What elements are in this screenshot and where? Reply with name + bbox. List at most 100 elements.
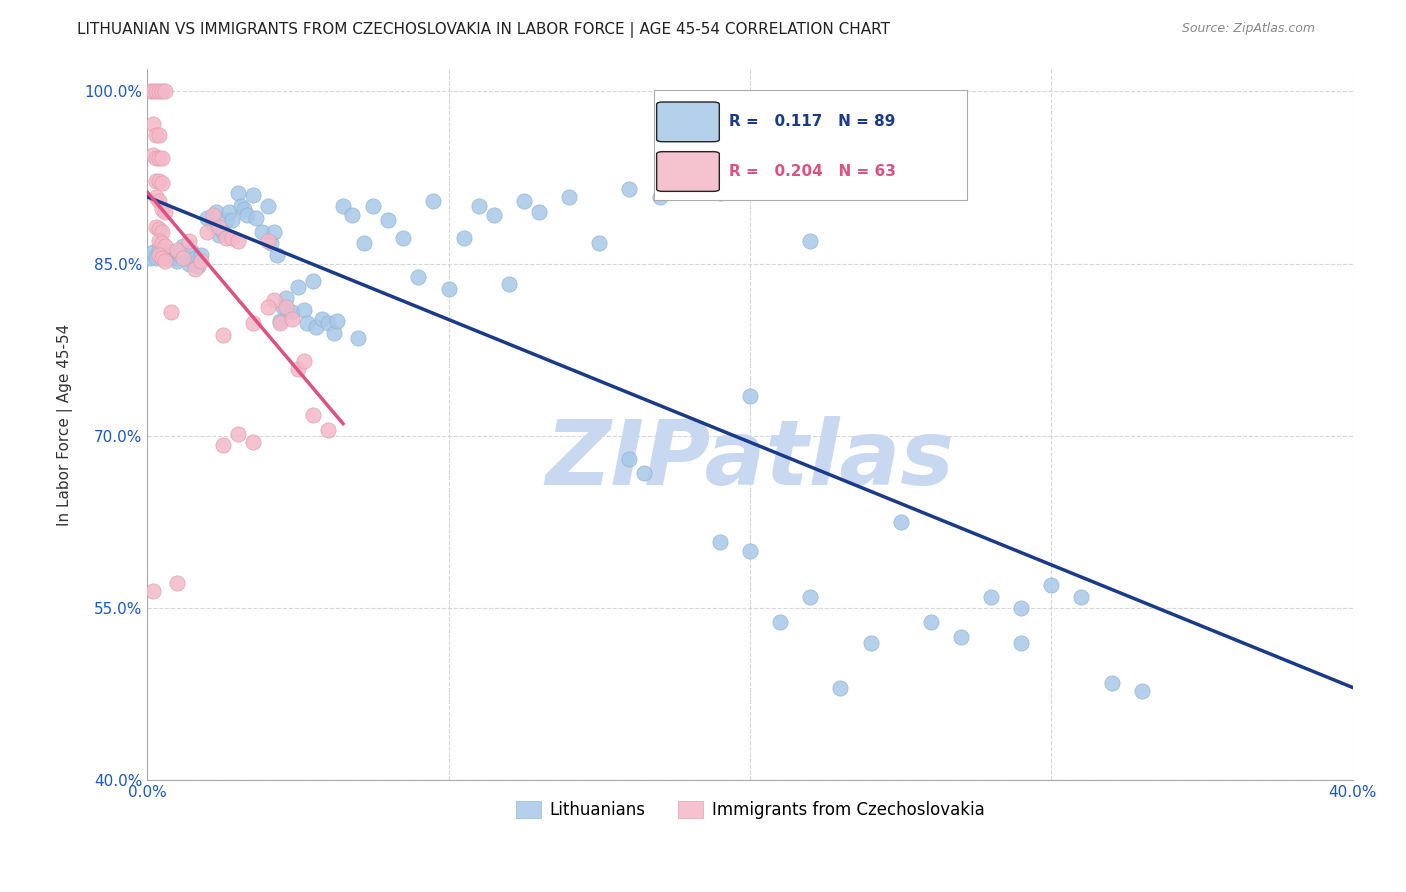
Point <box>558 190 581 204</box>
Point <box>155 85 177 99</box>
Point <box>148 247 170 261</box>
Point <box>830 681 852 696</box>
Point <box>859 635 882 649</box>
Point <box>208 227 231 242</box>
Point <box>588 235 610 250</box>
Point <box>187 259 209 273</box>
Point <box>316 423 339 437</box>
Point <box>150 151 173 165</box>
Point <box>633 466 655 480</box>
Point <box>305 319 328 334</box>
Point <box>226 426 249 441</box>
Point <box>145 151 167 165</box>
Point <box>242 317 264 331</box>
Point <box>155 205 177 219</box>
Point <box>709 534 731 549</box>
Point <box>184 262 207 277</box>
Point <box>150 235 173 250</box>
Point <box>340 209 363 223</box>
Point <box>292 302 315 317</box>
Point <box>211 225 233 239</box>
Point <box>1010 635 1032 649</box>
Point <box>271 301 294 315</box>
Point <box>281 311 304 326</box>
Point <box>263 293 285 308</box>
Point <box>353 235 375 250</box>
Point <box>172 251 194 265</box>
Point <box>148 151 170 165</box>
Point <box>949 630 972 644</box>
Point <box>709 186 731 200</box>
Point <box>229 199 252 213</box>
Point <box>155 254 177 268</box>
Point <box>619 182 641 196</box>
Point <box>155 239 177 253</box>
Text: Source: ZipAtlas.com: Source: ZipAtlas.com <box>1181 22 1315 36</box>
Point <box>347 331 370 345</box>
Text: LITHUANIAN VS IMMIGRANTS FROM CZECHOSLOVAKIA IN LABOR FORCE | AGE 45-54 CORRELAT: LITHUANIAN VS IMMIGRANTS FROM CZECHOSLOV… <box>77 22 890 38</box>
Point <box>619 451 641 466</box>
Point <box>295 317 318 331</box>
Point <box>920 615 942 629</box>
Point <box>179 257 201 271</box>
Point <box>482 209 505 223</box>
Point <box>377 213 399 227</box>
Point <box>245 211 267 225</box>
Point <box>202 217 225 231</box>
Point <box>281 305 304 319</box>
Point <box>250 225 273 239</box>
Point <box>176 251 198 265</box>
Point <box>218 205 240 219</box>
Point <box>145 85 167 99</box>
Point <box>142 583 165 598</box>
Point <box>148 174 170 188</box>
Point <box>287 362 309 376</box>
Point <box>214 213 236 227</box>
Point <box>214 231 236 245</box>
Point <box>256 199 278 213</box>
Point <box>155 251 177 265</box>
Point <box>148 234 170 248</box>
Point <box>1010 601 1032 615</box>
Point <box>208 219 231 234</box>
Point <box>148 243 170 257</box>
Point <box>738 543 761 558</box>
Point <box>142 245 165 260</box>
Point <box>326 314 349 328</box>
Point <box>980 590 1002 604</box>
Point <box>150 177 173 191</box>
Point <box>799 590 821 604</box>
Point <box>142 147 165 161</box>
Point <box>408 270 430 285</box>
Point <box>769 182 792 196</box>
Point <box>648 190 671 204</box>
Point <box>221 231 243 245</box>
Point <box>148 85 170 99</box>
Point <box>163 251 186 265</box>
Point <box>142 117 165 131</box>
Point <box>260 235 283 250</box>
Point <box>226 186 249 200</box>
Point <box>361 199 384 213</box>
Point <box>142 85 165 99</box>
Point <box>148 194 170 208</box>
Point <box>211 438 233 452</box>
Point <box>148 128 170 142</box>
Point <box>226 234 249 248</box>
Point <box>1070 590 1092 604</box>
Point <box>263 225 285 239</box>
Point <box>221 213 243 227</box>
Y-axis label: In Labor Force | Age 45-54: In Labor Force | Age 45-54 <box>58 323 73 525</box>
Point <box>453 231 475 245</box>
Point <box>513 194 536 208</box>
Point <box>392 231 415 245</box>
Point <box>242 187 264 202</box>
Point <box>1040 578 1063 592</box>
Point <box>150 202 173 216</box>
Point <box>256 301 278 315</box>
Point <box>205 205 228 219</box>
Point <box>190 247 212 261</box>
Point <box>292 354 315 368</box>
Point <box>169 247 191 261</box>
Point <box>145 219 167 234</box>
